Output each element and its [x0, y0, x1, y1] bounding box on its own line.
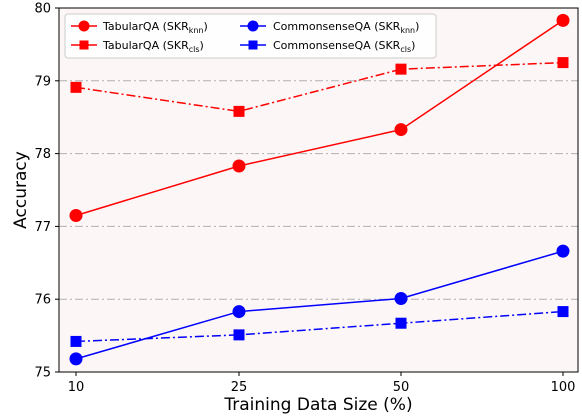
y-axis-title: Accuracy: [11, 151, 31, 229]
series-2-point-3: [556, 244, 570, 258]
x-tick-label-3: 100: [551, 380, 576, 395]
series-3-point-2: [395, 317, 407, 329]
series-3-point-0: [70, 335, 82, 347]
series-1-line: [75, 61, 564, 113]
series-1-point-2: [395, 63, 407, 75]
series-1-point-0: [70, 81, 82, 93]
series-2-point-1: [232, 305, 246, 319]
series-0-point-3: [556, 13, 570, 27]
x-axis: 10 25 50 100: [68, 372, 576, 395]
legend-marker-1: [79, 40, 89, 50]
y-tick-label-1: 76: [34, 293, 51, 308]
series-0-point-0: [69, 208, 83, 222]
series-2-point-2: [394, 291, 408, 305]
legend-label-0: TabularQA (SKRknn): [102, 20, 208, 35]
series-3-line: [75, 310, 564, 343]
series-3-point-3: [557, 306, 569, 318]
series-2-point-0: [69, 352, 83, 366]
legend: TabularQA (SKRknn) TabularQA (SKRcls) Comm…: [64, 13, 437, 59]
legend-marker-0: [78, 20, 90, 32]
series-0: [69, 13, 570, 222]
y-tick-label-5: 80: [34, 2, 51, 17]
grid-lines: [59, 80, 578, 300]
series-0-point-1: [232, 159, 246, 173]
legend-marker-2: [247, 20, 259, 32]
legend-label-2: CommonsenseQA (SKRknn): [273, 20, 419, 35]
y-tick-label-0: 75: [34, 366, 51, 381]
legend-box: [64, 13, 437, 59]
y-tick-label-4: 79: [34, 74, 51, 89]
series-2-line: [75, 250, 564, 360]
series-1-point-1: [233, 105, 245, 117]
legend-label-1: TabularQA (SKRcls): [102, 39, 204, 54]
y-tick-label-3: 78: [34, 147, 51, 162]
series-0-line: [75, 19, 564, 217]
x-tick-label-1: 25: [231, 380, 248, 395]
series-3: [70, 306, 569, 347]
series-2: [69, 244, 570, 366]
series-1-point-3: [557, 57, 569, 69]
x-axis-title: Training Data Size (%): [223, 395, 412, 415]
y-axis: 75 76 77 78 79 80: [34, 2, 59, 381]
x-tick-label-0: 10: [68, 380, 85, 395]
series-0-point-2: [394, 123, 408, 137]
series-layer: [69, 13, 570, 366]
legend-label-3: CommonsenseQA (SKRcls): [273, 39, 415, 54]
x-tick-label-2: 50: [393, 380, 410, 395]
y-tick-label-2: 77: [34, 220, 51, 235]
legend-marker-3: [248, 40, 258, 50]
plot-frame: [58, 7, 579, 373]
series-1: [70, 57, 569, 117]
series-3-point-1: [233, 329, 245, 341]
